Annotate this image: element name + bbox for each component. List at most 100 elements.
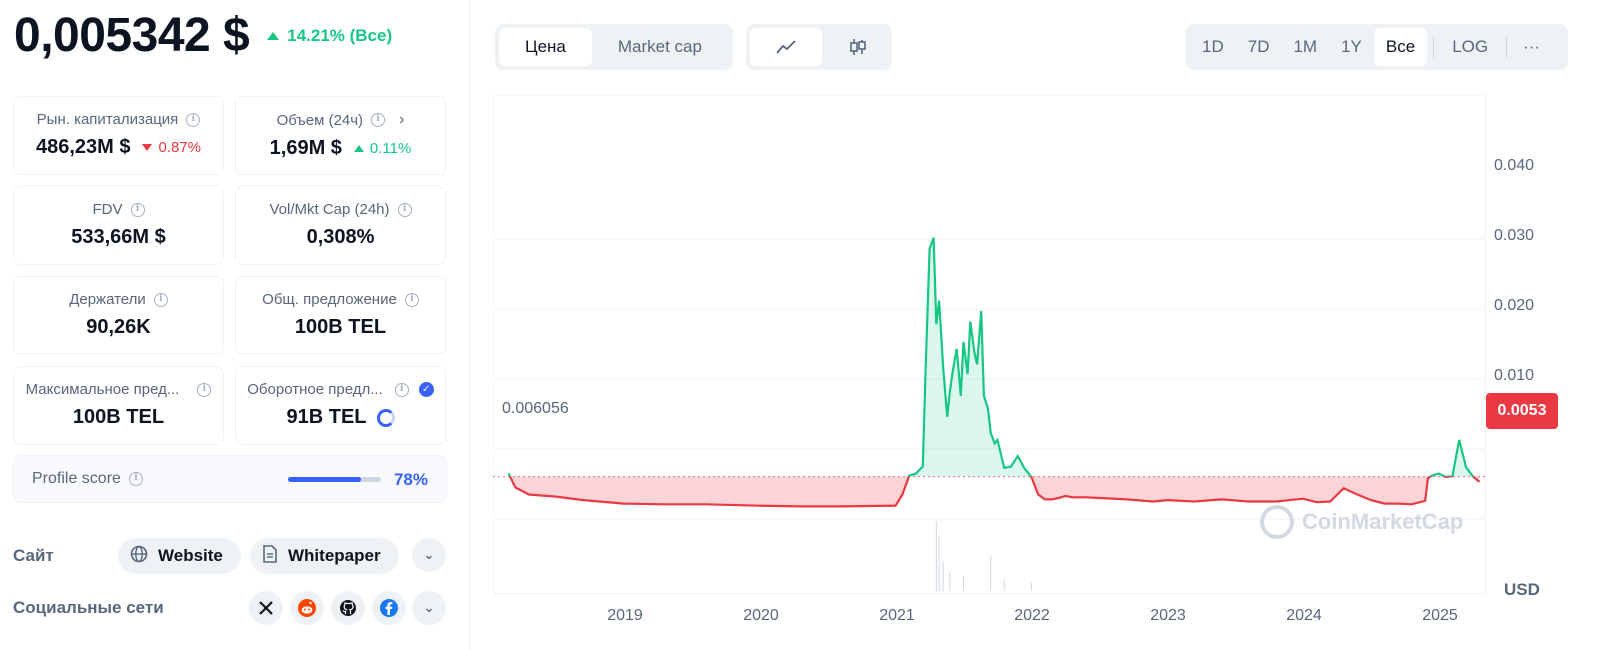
- price-area-up: [508, 237, 1480, 477]
- holders-card: Держатели i 90,26K: [13, 276, 224, 355]
- chevron-down-icon: ⌄: [423, 600, 435, 615]
- holders-label: Держатели: [69, 291, 146, 308]
- info-icon[interactable]: i: [394, 382, 409, 397]
- range-1y[interactable]: 1Y: [1341, 37, 1362, 56]
- fdv-label: FDV: [92, 201, 123, 218]
- divider: [1506, 36, 1508, 58]
- range-all[interactable]: Все: [1373, 28, 1428, 66]
- candlestick-icon: [850, 39, 866, 55]
- coin-stats-panel: 0,005342 $ 14.21% (Все) Рын. капитализац…: [0, 0, 470, 650]
- log-toggle[interactable]: LOG: [1452, 37, 1489, 56]
- facebook-icon[interactable]: [372, 591, 406, 625]
- current-price-tag: 0.0053: [1486, 393, 1558, 429]
- x-tick-label: 2020: [743, 607, 779, 624]
- fdv-card: FDV i 533,66M $: [13, 186, 224, 265]
- info-icon[interactable]: i: [397, 202, 412, 217]
- whitepaper-link[interactable]: Whitepaper: [250, 538, 399, 574]
- up-arrow-icon: [353, 145, 364, 152]
- globe-icon: [130, 545, 148, 568]
- y-tick-label: 0.020: [1494, 297, 1535, 314]
- volume-change-value: 0.11%: [369, 140, 412, 157]
- x-icon[interactable]: [249, 591, 283, 625]
- x-tick-label: 2019: [607, 607, 643, 624]
- y-tick-label: 0.040: [1494, 157, 1535, 174]
- x-tick-label: 2025: [1422, 607, 1458, 624]
- website-link[interactable]: Website: [118, 538, 241, 574]
- market-cap-change: 0.87%: [142, 139, 201, 156]
- info-icon[interactable]: i: [186, 112, 201, 127]
- y-tick-label: 0.010: [1494, 367, 1535, 384]
- fdv-value: 533,66M $: [71, 226, 166, 248]
- github-icon[interactable]: [331, 591, 365, 625]
- market-cap-value: 486,23M $: [35, 136, 131, 158]
- range-1d[interactable]: 1D: [1202, 37, 1224, 56]
- more-options-button[interactable]: ···: [1523, 37, 1541, 56]
- market-cap-change-value: 0.87%: [158, 139, 202, 156]
- x-tick-label: 2024: [1286, 607, 1322, 624]
- watermark-text: CoinMarketCap: [1302, 509, 1464, 534]
- time-range-selector: 1D 7D 1M 1Y Все LOG ···: [1186, 24, 1568, 70]
- market-cap-label: Рын. капитализация: [36, 111, 179, 128]
- reddit-icon[interactable]: [290, 591, 324, 625]
- down-arrow-icon: [142, 144, 153, 151]
- profile-score-fill: [288, 477, 361, 482]
- range-1m[interactable]: 1M: [1293, 37, 1318, 56]
- chart-frame: [493, 95, 1486, 595]
- max-supply-value: 100B TEL: [72, 406, 165, 428]
- info-icon[interactable]: i: [128, 472, 143, 486]
- info-icon[interactable]: i: [404, 292, 419, 307]
- social-label: Социальные сети: [13, 598, 164, 617]
- more-socials-button[interactable]: ⌄: [412, 591, 446, 625]
- profile-score-bar: [288, 477, 381, 482]
- start-price-label: 0.006056: [497, 396, 574, 422]
- info-icon[interactable]: i: [130, 202, 145, 217]
- line-chart-icon: [776, 40, 796, 54]
- chart-mode-toggle: Цена Market cap: [495, 24, 733, 70]
- max-supply-card: Максимальное пред... i 100B TEL: [13, 366, 224, 445]
- profile-score[interactable]: Profile score i 78%: [13, 455, 447, 503]
- volume-card[interactable]: Объем (24ч) i › 1,69M $ 0.11%: [235, 96, 446, 175]
- circulating-label: Оборотное предл...: [247, 381, 383, 398]
- divider: [1433, 36, 1435, 58]
- tab-price[interactable]: Цена: [499, 28, 592, 66]
- site-label: Сайт: [13, 546, 54, 565]
- price-chart[interactable]: [493, 95, 1493, 595]
- document-icon: [262, 544, 278, 568]
- candle-chart-button[interactable]: [822, 28, 894, 66]
- price-area-down: [510, 476, 1480, 507]
- info-icon[interactable]: i: [371, 113, 386, 127]
- currency-label: USD: [1504, 580, 1540, 599]
- circulating-value: 91B TEL: [286, 406, 367, 428]
- more-links-button[interactable]: ⌄: [412, 538, 446, 572]
- chart-type-toggle: [746, 24, 892, 70]
- coinmarketcap-watermark: CoinMarketCap: [1260, 505, 1463, 539]
- website-label: Website: [158, 546, 223, 565]
- up-arrow-icon: [267, 31, 280, 40]
- chevron-right-icon[interactable]: ›: [399, 111, 405, 128]
- circulating-supply-card: Оборотное предл... i ✓ 91B TEL: [235, 366, 446, 445]
- whitepaper-label: Whitepaper: [288, 546, 381, 565]
- info-icon[interactable]: i: [197, 382, 212, 397]
- vol-mkt-label: Vol/Mkt Cap (24h): [269, 201, 390, 218]
- supply-ring-icon: [376, 408, 395, 427]
- profile-score-percent: 78%: [393, 470, 428, 489]
- line-chart-button[interactable]: [750, 28, 822, 66]
- vol-mkt-value: 0,308%: [306, 226, 375, 248]
- volume-label: Объем (24ч): [276, 111, 364, 129]
- chevron-down-icon: ⌄: [423, 547, 435, 562]
- tab-market-cap[interactable]: Market cap: [617, 37, 702, 56]
- x-tick-label: 2022: [1014, 607, 1050, 624]
- verified-icon: ✓: [418, 382, 434, 397]
- volume-value: 1,69M $: [269, 137, 342, 159]
- y-tick-label: 0.030: [1494, 227, 1535, 244]
- x-tick-label: 2021: [879, 607, 915, 624]
- info-icon[interactable]: i: [153, 292, 168, 307]
- price-line-up: [507, 237, 1475, 477]
- profile-score-label: Profile score: [32, 470, 121, 487]
- price-change-value: 14.21% (Все): [287, 25, 393, 45]
- market-cap-card: Рын. капитализация i 486,23M $ 0.87%: [13, 96, 224, 175]
- total-supply-label: Общ. предложение: [262, 291, 397, 308]
- total-supply-card: Общ. предложение i 100B TEL: [235, 276, 446, 355]
- current-price: 0,005342 $: [14, 9, 250, 62]
- range-7d[interactable]: 7D: [1247, 37, 1270, 56]
